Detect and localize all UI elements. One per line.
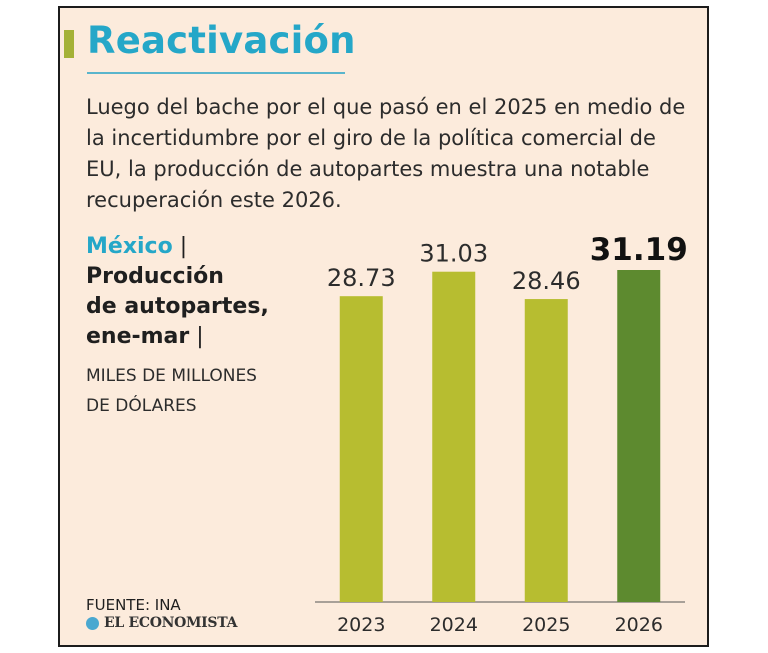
source-label: FUENTE: INA — [86, 596, 181, 614]
infographic-card: Reactivación Luego del bache por el que … — [58, 6, 709, 647]
units-line-2: DE DÓLARES — [86, 396, 197, 416]
separator: | — [196, 324, 204, 349]
bar-2023 — [339, 296, 383, 602]
measure-line-1: Producción — [86, 264, 224, 289]
measure-line-2: de autopartes, — [86, 294, 269, 319]
title-underline — [87, 72, 345, 74]
separator: | — [179, 234, 188, 259]
country-label: México — [86, 234, 173, 259]
x-tick-label-2026: 2026 — [615, 614, 663, 636]
page-title: Reactivación — [87, 19, 356, 62]
data-label-2024: 31.03 — [419, 240, 488, 268]
caption-line-period: ene-mar | — [86, 322, 316, 352]
title-accent-bar — [64, 30, 74, 58]
description-text: Luego del bache por el que pasó en el 20… — [86, 95, 686, 212]
chart-caption: México | Producción de autopartes, ene-m… — [86, 232, 316, 352]
brand-globe-icon — [86, 616, 99, 630]
x-tick-label-2024: 2024 — [430, 614, 478, 636]
bar-chart: 28.73 2023 31.03 2024 28.46 2025 31.19 2026 — [315, 232, 688, 636]
brand-logo: EL ECONOMISTA — [86, 615, 237, 631]
bar-2024 — [432, 271, 476, 602]
data-label-2026: 31.19 — [590, 232, 688, 268]
caption-line-country: México | — [86, 232, 316, 262]
data-label-2025: 28.46 — [512, 267, 581, 295]
x-tick-label-2025: 2025 — [522, 614, 570, 636]
measure-line-3: ene-mar — [86, 324, 190, 349]
x-tick-label-2023: 2023 — [337, 614, 385, 636]
units-line-1: MILES DE MILLONES — [86, 366, 257, 386]
bar-2025 — [524, 299, 568, 602]
bar-2026 — [617, 270, 661, 602]
brand-name: EL ECONOMISTA — [104, 615, 238, 631]
units-label: MILES DE MILLONES DE DÓLARES — [86, 361, 306, 421]
data-label-2023: 28.73 — [327, 264, 396, 292]
